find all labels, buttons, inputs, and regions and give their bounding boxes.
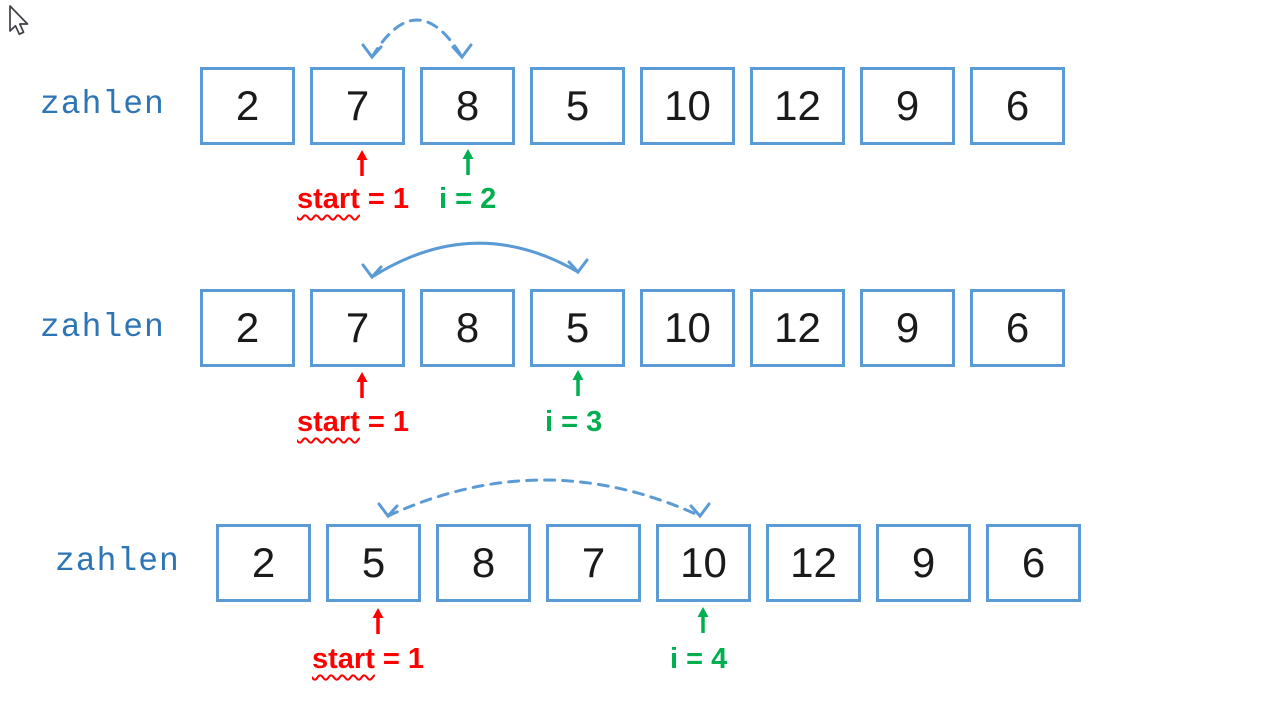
start-word: start bbox=[297, 406, 360, 438]
start-pointer-label-row1: start = 1 bbox=[297, 182, 409, 216]
array-cell: 8 bbox=[436, 524, 531, 602]
start-value: = 1 bbox=[359, 406, 410, 438]
array-row-1: 2 7 8 5 10 12 9 6 bbox=[200, 67, 1065, 145]
array-cell: 5 bbox=[530, 67, 625, 145]
array-row-3: 2 5 8 7 10 12 9 6 bbox=[216, 524, 1081, 602]
i-up-arrow-row1-icon bbox=[462, 149, 474, 175]
start-up-arrow-row3-icon bbox=[372, 608, 384, 634]
array-cell: 9 bbox=[876, 524, 971, 602]
array-cell: 5 bbox=[530, 289, 625, 367]
array-cell: 2 bbox=[200, 289, 295, 367]
array-row-2: 2 7 8 5 10 12 9 6 bbox=[200, 289, 1065, 367]
mouse-cursor-icon bbox=[9, 5, 29, 36]
array-cell: 7 bbox=[310, 289, 405, 367]
array-cell: 7 bbox=[310, 67, 405, 145]
i-pointer-label-row3: i = 4 bbox=[670, 643, 728, 675]
array-cell: 6 bbox=[970, 67, 1065, 145]
array-cell: 10 bbox=[656, 524, 751, 602]
array-name-label-row3: zahlen bbox=[55, 543, 180, 580]
array-cell: 10 bbox=[640, 289, 735, 367]
array-cell: 7 bbox=[546, 524, 641, 602]
i-pointer-label-row1: i = 2 bbox=[439, 183, 497, 215]
i-pointer-label-row2: i = 3 bbox=[545, 406, 603, 438]
array-cell: 12 bbox=[766, 524, 861, 602]
start-up-arrow-row1-icon bbox=[356, 150, 368, 176]
start-word: start bbox=[312, 643, 375, 675]
start-up-arrow-row2-icon bbox=[356, 372, 368, 398]
start-pointer-label-row3: start = 1 bbox=[312, 642, 424, 676]
array-cell: 6 bbox=[970, 289, 1065, 367]
array-cell: 5 bbox=[326, 524, 421, 602]
compare-arrow-row1-icon bbox=[361, 18, 473, 60]
start-value: = 1 bbox=[359, 183, 410, 215]
array-cell: 2 bbox=[216, 524, 311, 602]
array-name-label-row1: zahlen bbox=[40, 86, 165, 123]
array-cell: 12 bbox=[750, 289, 845, 367]
array-cell: 8 bbox=[420, 67, 515, 145]
array-cell: 8 bbox=[420, 289, 515, 367]
i-up-arrow-row2-icon bbox=[572, 370, 584, 396]
array-cell: 9 bbox=[860, 67, 955, 145]
start-word: start bbox=[297, 183, 360, 215]
array-cell: 10 bbox=[640, 67, 735, 145]
compare-arrow-row3-icon bbox=[377, 478, 711, 519]
array-cell: 9 bbox=[860, 289, 955, 367]
array-name-label-row2: zahlen bbox=[40, 309, 165, 346]
array-cell: 2 bbox=[200, 67, 295, 145]
i-up-arrow-row3-icon bbox=[697, 607, 709, 633]
start-value: = 1 bbox=[374, 643, 425, 675]
array-cell: 12 bbox=[750, 67, 845, 145]
array-cell: 6 bbox=[986, 524, 1081, 602]
start-pointer-label-row2: start = 1 bbox=[297, 405, 409, 439]
compare-arrow-row2-icon bbox=[361, 241, 589, 280]
